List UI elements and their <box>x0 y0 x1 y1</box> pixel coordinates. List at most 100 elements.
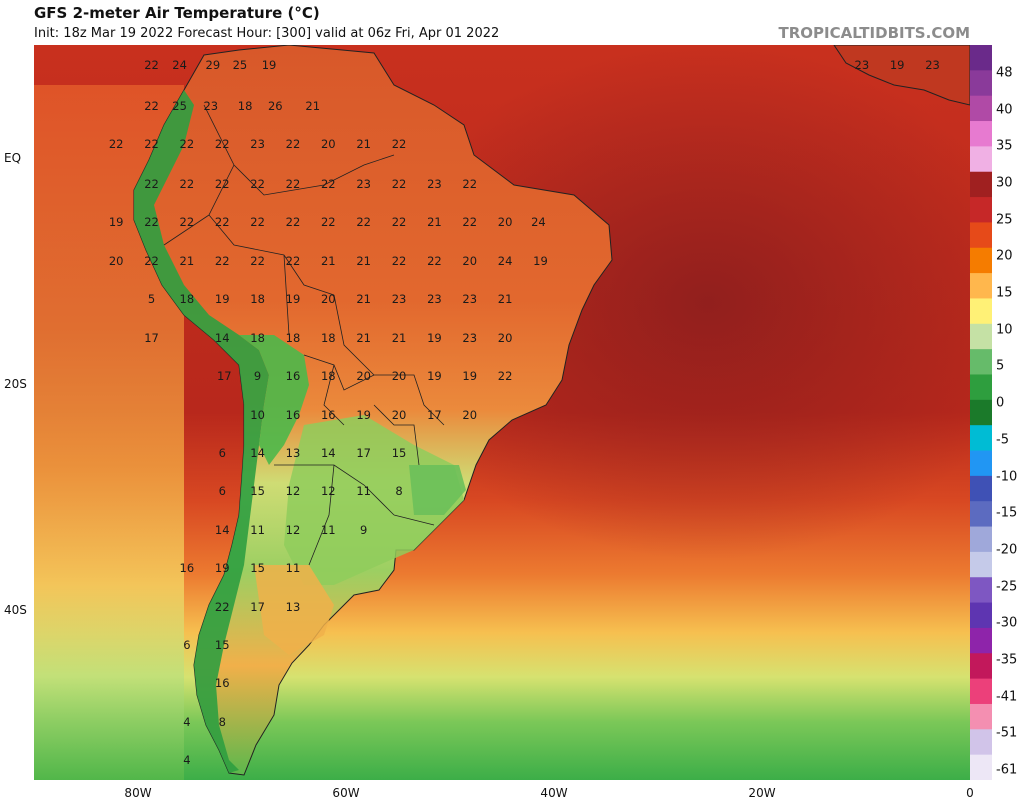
temperature-value: 22 <box>391 137 407 152</box>
argentina-inland-warm <box>254 565 334 655</box>
colorbar-segment <box>970 602 992 629</box>
temperature-value: 16 <box>285 369 301 384</box>
temperature-value: 21 <box>356 292 371 307</box>
colorbar-segment <box>970 678 992 705</box>
temperature-value: 21 <box>356 253 371 268</box>
colorbar-tick-label: 35 <box>996 138 1013 154</box>
longitude-label: 20W <box>748 786 776 800</box>
temperature-value: 11 <box>356 484 371 499</box>
temperature-value: 18 <box>285 330 301 345</box>
colorbar-tick-label: 40 <box>996 102 1013 118</box>
temperature-value: 17 <box>216 369 232 384</box>
temperature-value: 23 <box>854 58 870 73</box>
temperature-value: 22 <box>285 253 301 268</box>
temperature-value: 16 <box>214 676 230 691</box>
temperature-value: 19 <box>214 292 230 307</box>
temperature-value: 22 <box>285 137 301 152</box>
temperature-value: 22 <box>250 215 265 230</box>
longitude-label: 80W <box>124 786 152 800</box>
colorbar-segment <box>970 551 992 578</box>
temperature-value: 15 <box>250 561 265 576</box>
temperature-value: 20 <box>497 330 513 345</box>
temperature-value: 12 <box>320 484 336 499</box>
colorbar <box>970 45 992 780</box>
colorbar-segment <box>970 501 992 528</box>
temperature-value: 22 <box>179 176 195 191</box>
temperature-value: 14 <box>214 522 230 537</box>
colorbar-tick-label: -15 <box>996 505 1018 521</box>
temperature-value: 16 <box>320 407 336 422</box>
colorbar-segment <box>970 45 992 71</box>
temperature-value: 25 <box>172 99 187 114</box>
temperature-value: 18 <box>237 99 253 114</box>
temperature-value: 13 <box>285 599 301 614</box>
temperature-value: 19 <box>261 58 277 73</box>
temperature-value: 22 <box>144 176 159 191</box>
colorbar-segment <box>970 171 992 198</box>
colorbar-segment <box>970 754 992 780</box>
colorbar-tick-label: 25 <box>996 212 1013 228</box>
temperature-value: 18 <box>320 369 336 384</box>
colorbar-segment <box>970 653 992 680</box>
colorbar-tick-label: 48 <box>996 65 1013 81</box>
altiplano-region <box>239 335 309 465</box>
map-subtitle: Init: 18z Mar 19 2022 Forecast Hour: [30… <box>34 26 500 41</box>
temperature-value: 23 <box>925 58 940 73</box>
colorbar-tick-label: -25 <box>996 579 1018 595</box>
longitude-label: 0 <box>966 786 974 800</box>
colorbar-segment <box>970 95 992 122</box>
colorbar-segment <box>970 273 992 299</box>
temperature-value: 22 <box>214 599 230 614</box>
temperature-value: 22 <box>214 215 230 230</box>
temperature-value: 22 <box>144 137 159 152</box>
temperature-value: 22 <box>462 215 478 230</box>
temperature-value: 23 <box>427 292 442 307</box>
temperature-value: 21 <box>391 330 407 345</box>
temperature-value: 22 <box>320 215 336 230</box>
temperature-value: 22 <box>497 369 513 384</box>
temperature-value: 6 <box>218 445 226 460</box>
temperature-value: 19 <box>108 215 124 230</box>
temperature-value: 12 <box>285 522 301 537</box>
temperature-value: 22 <box>250 176 265 191</box>
temperature-value: 5 <box>147 292 156 307</box>
colorbar-tick-label: -41 <box>996 689 1018 705</box>
temperature-value: 20 <box>462 407 478 422</box>
temperature-value: 20 <box>356 369 371 384</box>
temperature-value: 6 <box>183 638 191 653</box>
temperature-value: 16 <box>285 407 301 422</box>
colorbar-tick-label: -10 <box>996 469 1018 485</box>
temperature-value: 21 <box>320 253 336 268</box>
temperature-value: 18 <box>320 330 336 345</box>
temperature-value: 4 <box>183 753 191 768</box>
temperature-value: 24 <box>172 58 187 73</box>
temperature-value: 18 <box>179 292 195 307</box>
temperature-value: 22 <box>108 137 124 152</box>
temperature-value: 14 <box>250 445 265 460</box>
temperature-value: 20 <box>391 407 407 422</box>
colorbar-segment <box>970 729 992 756</box>
temperature-value: 22 <box>144 99 159 114</box>
temperature-value: 20 <box>391 369 407 384</box>
temperature-value: 22 <box>462 176 478 191</box>
temperature-value: 19 <box>427 330 442 345</box>
temperature-value: 8 <box>395 484 403 499</box>
latitude-label: EQ <box>4 151 22 165</box>
colorbar-segment <box>970 577 992 604</box>
colorbar-segment <box>970 526 992 553</box>
temperature-value: 19 <box>533 253 548 268</box>
temperature-value: 21 <box>356 137 371 152</box>
temperature-value: 25 <box>232 58 248 73</box>
temperature-value: 23 <box>203 99 219 114</box>
temperature-value: 11 <box>285 561 301 576</box>
temperature-value: 9 <box>253 369 262 384</box>
temperature-value: 24 <box>497 253 513 268</box>
colorbar-segment <box>970 222 992 249</box>
temperature-value: 22 <box>356 215 371 230</box>
temperature-value: 22 <box>285 215 301 230</box>
brazil-uplands-green <box>409 465 466 515</box>
latitude-label: 40S <box>4 603 27 617</box>
temperature-value: 17 <box>250 599 265 614</box>
temperature-value: 16 <box>179 561 195 576</box>
temperature-value: 19 <box>356 407 371 422</box>
